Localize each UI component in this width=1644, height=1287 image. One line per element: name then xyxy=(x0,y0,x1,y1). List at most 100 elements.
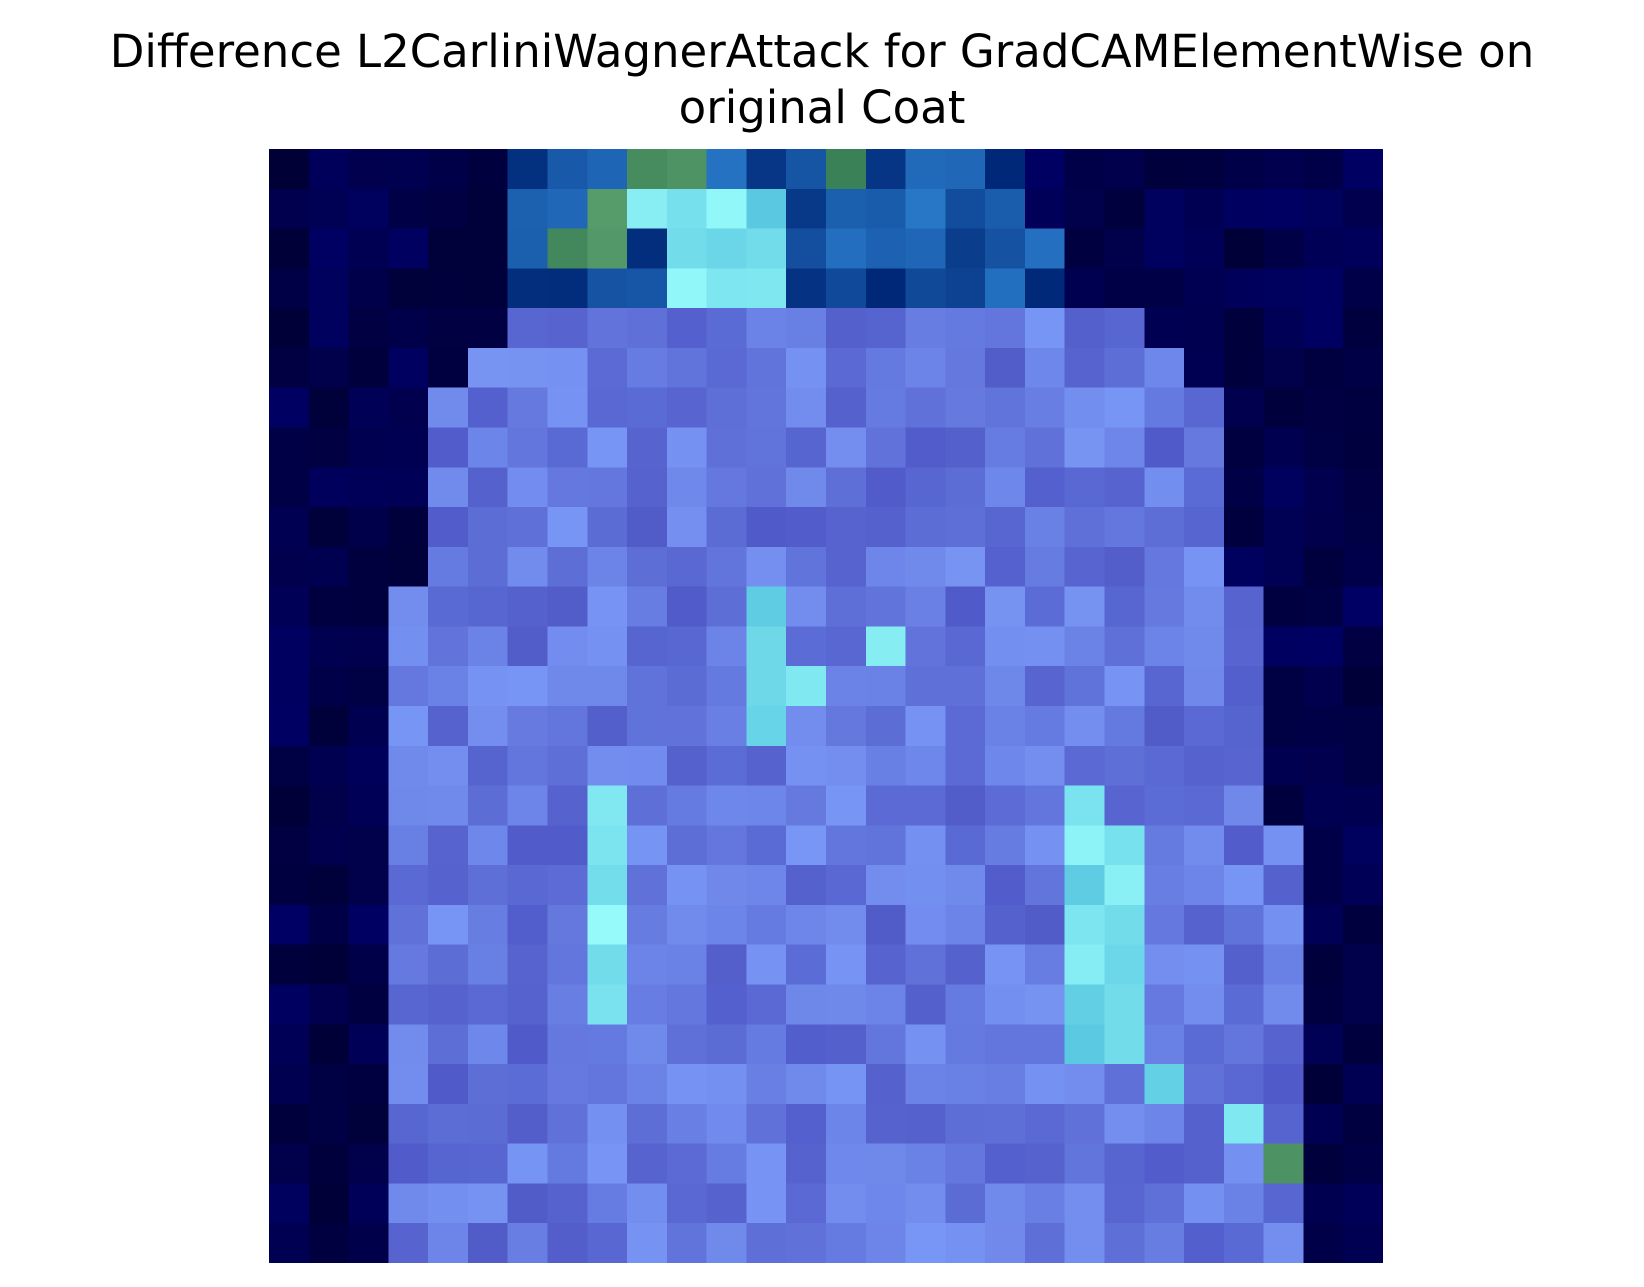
heatmap-cell xyxy=(945,786,985,826)
heatmap-cell xyxy=(1065,229,1105,269)
heatmap-cell xyxy=(1144,1024,1184,1064)
heatmap-cell xyxy=(349,467,389,507)
heatmap-cell xyxy=(468,786,508,826)
heatmap-cell xyxy=(906,666,946,706)
heatmap-cell xyxy=(1264,149,1304,189)
heatmap-cell xyxy=(269,587,309,627)
heatmap-cell xyxy=(508,746,548,786)
heatmap-cell xyxy=(707,1064,747,1104)
heatmap-cell xyxy=(1105,308,1145,348)
heatmap-cell xyxy=(1144,865,1184,905)
heatmap-cell xyxy=(1184,547,1224,587)
heatmap-cell xyxy=(707,985,747,1025)
heatmap-cell xyxy=(1343,467,1383,507)
heatmap-cell xyxy=(508,189,548,229)
heatmap-cell xyxy=(468,865,508,905)
heatmap-cell xyxy=(1065,1024,1105,1064)
heatmap-cell xyxy=(667,308,707,348)
heatmap-cell xyxy=(707,865,747,905)
heatmap-cell xyxy=(388,547,428,587)
heatmap-cell xyxy=(269,428,309,468)
heatmap-cell xyxy=(1184,1064,1224,1104)
heatmap-cell xyxy=(349,905,389,945)
heatmap-cell xyxy=(985,786,1025,826)
heatmap-cell xyxy=(548,1064,588,1104)
heatmap-cell xyxy=(1224,706,1264,746)
heatmap-cell xyxy=(508,1183,548,1223)
heatmap-cell xyxy=(707,1223,747,1263)
heatmap-cell xyxy=(508,1223,548,1263)
heatmap-cell xyxy=(906,467,946,507)
heatmap-cell xyxy=(428,507,468,547)
heatmap-cell xyxy=(906,1223,946,1263)
heatmap-cell xyxy=(1224,149,1264,189)
heatmap-cell xyxy=(1025,587,1065,627)
heatmap-cell xyxy=(1343,626,1383,666)
heatmap-cell xyxy=(468,507,508,547)
heatmap-cell xyxy=(945,1104,985,1144)
heatmap-cell xyxy=(945,348,985,388)
heatmap-cell xyxy=(707,587,747,627)
heatmap-cell xyxy=(1065,945,1105,985)
heatmap-cell xyxy=(707,706,747,746)
heatmap-cell xyxy=(1343,308,1383,348)
heatmap-cell xyxy=(1264,229,1304,269)
heatmap-cell xyxy=(548,706,588,746)
heatmap-cell xyxy=(866,189,906,229)
heatmap-cell xyxy=(428,189,468,229)
heatmap-cell xyxy=(786,388,826,428)
heatmap-cell xyxy=(428,706,468,746)
heatmap-cell xyxy=(468,1144,508,1184)
heatmap-cell xyxy=(587,706,627,746)
heatmap-cell xyxy=(1144,626,1184,666)
heatmap-cell xyxy=(866,507,906,547)
heatmap-cell xyxy=(1025,1024,1065,1064)
heatmap-cell xyxy=(309,189,349,229)
heatmap-cell xyxy=(627,587,667,627)
heatmap-cell xyxy=(707,428,747,468)
heatmap-cell xyxy=(707,626,747,666)
heatmap-cell xyxy=(388,746,428,786)
heatmap-cell xyxy=(1343,149,1383,189)
heatmap-cell xyxy=(388,825,428,865)
heatmap-cell xyxy=(906,149,946,189)
heatmap-cell xyxy=(1184,507,1224,547)
heatmap-cell xyxy=(349,388,389,428)
heatmap-cell xyxy=(269,865,309,905)
heatmap-cell xyxy=(269,308,309,348)
heatmap-cell xyxy=(309,985,349,1025)
heatmap-cell xyxy=(826,229,866,269)
heatmap-cell xyxy=(309,229,349,269)
heatmap-cell xyxy=(1303,825,1343,865)
heatmap-cell xyxy=(1343,587,1383,627)
heatmap-cell xyxy=(428,1223,468,1263)
heatmap-cell xyxy=(786,308,826,348)
heatmap-cell xyxy=(428,149,468,189)
heatmap-cell xyxy=(269,825,309,865)
heatmap-cell xyxy=(349,985,389,1025)
heatmap-cell xyxy=(548,985,588,1025)
heatmap-cell xyxy=(587,547,627,587)
heatmap-cell xyxy=(906,945,946,985)
heatmap-cell xyxy=(786,825,826,865)
heatmap-cell xyxy=(906,229,946,269)
heatmap-cell xyxy=(388,149,428,189)
heatmap-cell xyxy=(1144,1064,1184,1104)
heatmap-cell xyxy=(548,587,588,627)
heatmap-cell xyxy=(906,1183,946,1223)
heatmap-cell xyxy=(1343,706,1383,746)
heatmap-cell xyxy=(1343,507,1383,547)
heatmap-cell xyxy=(1025,268,1065,308)
heatmap-cell xyxy=(1184,1144,1224,1184)
heatmap-cell xyxy=(1264,507,1304,547)
heatmap-cell xyxy=(985,348,1025,388)
heatmap-cell xyxy=(587,1144,627,1184)
heatmap-cell xyxy=(786,945,826,985)
heatmap-cell xyxy=(468,388,508,428)
heatmap-cell xyxy=(1264,865,1304,905)
heatmap-cell xyxy=(667,388,707,428)
heatmap-cell xyxy=(985,587,1025,627)
heatmap-cell xyxy=(945,308,985,348)
heatmap-cell xyxy=(866,428,906,468)
heatmap-cell xyxy=(548,905,588,945)
